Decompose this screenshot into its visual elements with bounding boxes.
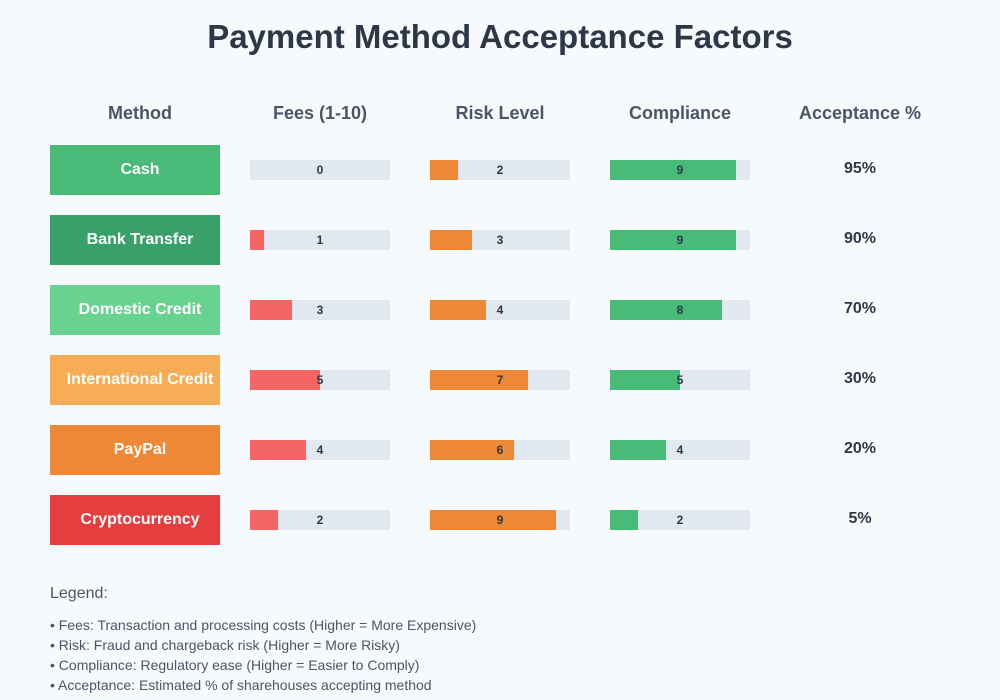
method-label: Domestic Credit [78,301,202,318]
compliance-value-label: 4 [676,443,684,457]
acceptance-value: 20% [843,440,877,457]
fees-value-label: 1 [316,233,324,247]
acceptance-value: 95% [843,160,877,177]
risk-value-label: 7 [496,373,504,387]
header-acceptance: Acceptance % [798,103,922,123]
risk-bar-track: 7 [430,370,570,390]
fees-bar-track: 0 [250,160,390,180]
risk-bar-track: 3 [430,230,570,250]
risk-value-label: 6 [496,443,504,457]
fees-value-label: 4 [316,443,324,457]
risk-bar-track: 9 [430,510,570,530]
compliance-value-label: 8 [676,303,684,317]
fees-bar [250,440,306,460]
method-label-box [50,215,220,265]
fees-bar [250,370,320,390]
compliance-bar [610,440,666,460]
risk-value-label: 4 [496,303,504,317]
fees-value-label: 5 [316,373,324,387]
method-label-box [50,495,220,545]
header-compliance: Compliance [628,103,732,123]
compliance-bar [610,300,722,320]
method-label-box [50,145,220,195]
compliance-bar [610,370,680,390]
method-label: International Credit [66,371,214,388]
method-label: Bank Transfer [86,231,194,248]
risk-bar [430,300,486,320]
fees-bar-track: 4 [250,440,390,460]
fees-value-label: 0 [316,163,324,177]
compliance-value-label: 9 [676,233,684,247]
fees-bar [250,510,278,530]
compliance-bar-track: 9 [610,230,750,250]
method-label-box [50,285,220,335]
header-method: Method [108,103,172,123]
compliance-bar-track: 8 [610,300,750,320]
risk-bar [430,230,472,250]
acceptance-value: 5% [848,510,872,527]
fees-bar-track: 3 [250,300,390,320]
method-label: PayPal [113,441,167,458]
fees-bar-track: 1 [250,230,390,250]
fees-bar [250,230,264,250]
method-label: Cryptocurrency [80,511,200,528]
risk-value-label: 3 [496,233,504,247]
risk-bar [430,160,458,180]
compliance-bar-track: 9 [610,160,750,180]
compliance-bar-track: 5 [610,370,750,390]
compliance-value-label: 9 [676,163,684,177]
legend-item-risk: • Risk: Fraud and chargeback risk (Highe… [50,637,400,653]
compliance-bar [610,160,736,180]
legend-title: Legend: [50,585,108,602]
compliance-bar-track: 4 [610,440,750,460]
compliance-bar [610,510,638,530]
risk-bar [430,510,556,530]
header-risk: Risk Level [455,103,545,123]
compliance-value-label: 5 [676,373,684,387]
fees-bar-track: 5 [250,370,390,390]
risk-value-label: 2 [496,163,504,177]
compliance-bar [610,230,736,250]
risk-value-label: 9 [496,513,504,527]
risk-bar-track: 4 [430,300,570,320]
method-label: Cash [120,161,160,178]
legend-item-fees: • Fees: Transaction and processing costs… [50,617,477,633]
risk-bar [430,370,528,390]
fees-bar-track: 2 [250,510,390,530]
legend-item-compliance: • Compliance: Regulatory ease (Higher = … [50,657,420,673]
compliance-value-label: 2 [676,513,684,527]
risk-bar-track: 2 [430,160,570,180]
acceptance-value: 90% [843,230,877,247]
fees-bar [250,300,292,320]
acceptance-value: 30% [843,370,877,387]
risk-bar [430,440,514,460]
legend-item-acceptance: • Acceptance: Estimated % of sharehouses… [50,677,432,693]
risk-bar-track: 6 [430,440,570,460]
header-fees: Fees (1-10) [272,103,368,123]
acceptance-value: 70% [843,300,877,317]
method-label-box [50,355,220,405]
fees-value-label: 3 [316,303,324,317]
compliance-bar-track: 2 [610,510,750,530]
method-label-box [50,425,220,475]
fees-value-label: 2 [316,513,324,527]
chart-title: Payment Method Acceptance Factors [207,18,793,55]
